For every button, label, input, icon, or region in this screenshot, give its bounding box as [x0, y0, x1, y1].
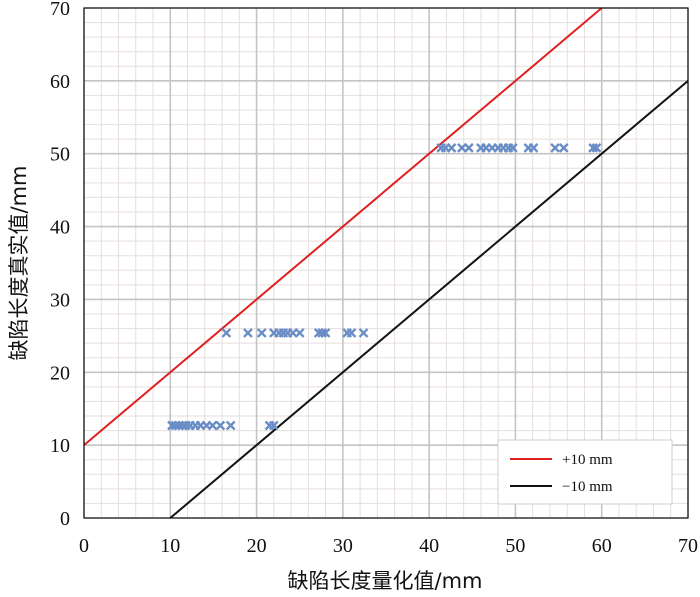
scatter-point [294, 328, 305, 338]
scatter-point [243, 328, 253, 338]
scatter-point [256, 328, 267, 338]
scatter-point [558, 143, 569, 153]
reference-line [83, 7, 603, 446]
scatter-point [320, 328, 331, 338]
scatter-point [225, 420, 236, 431]
x-tick-label: 60 [592, 535, 612, 557]
x-axis-label: 缺陷长度量化值/mm [288, 569, 483, 593]
y-tick-label: 70 [50, 0, 70, 20]
scatter-point [550, 143, 560, 153]
legend-entry: +10 mm [562, 452, 613, 468]
scatter-point [221, 328, 232, 338]
minor-gridlines [84, 8, 688, 518]
scatter-point [588, 143, 598, 153]
scatter-point [591, 143, 602, 153]
scatter-point [268, 420, 279, 431]
x-tick-label: 40 [419, 535, 439, 557]
scatter-point [207, 420, 218, 431]
legend: +10 mm −10 mm [497, 439, 673, 505]
legend-entry: −10 mm [562, 479, 613, 495]
scatter-point [177, 420, 188, 431]
x-tick-labels: 0 10 20 30 40 50 60 70 [79, 535, 698, 557]
x-tick-label: 70 [678, 535, 698, 557]
plot-frame [83, 7, 689, 519]
x-tick-label: 30 [333, 535, 353, 557]
x-tick-label: 10 [160, 535, 180, 557]
y-tick-label: 40 [50, 217, 70, 239]
x-tick-label: 50 [505, 535, 525, 557]
scatter-points [167, 143, 602, 431]
reference-line [169, 80, 689, 519]
scatter-point [317, 328, 327, 338]
y-axis-label: 缺陷长度真实值/mm [7, 166, 31, 361]
x-tick-label: 0 [79, 535, 89, 557]
y-tick-label: 10 [50, 435, 70, 457]
scatter-point [346, 328, 357, 338]
y-tick-labels: 0 10 20 30 40 50 60 70 [50, 0, 70, 530]
scatter-point [507, 143, 518, 153]
scatter-point [215, 420, 226, 431]
scatter-point [446, 143, 457, 153]
scatter-point [528, 143, 539, 153]
y-tick-label: 30 [50, 289, 70, 311]
y-tick-label: 50 [50, 144, 70, 166]
y-tick-label: 60 [50, 71, 70, 93]
scatter-point [358, 328, 369, 338]
reference-lines [83, 7, 689, 519]
legend-box [497, 439, 673, 505]
y-tick-label: 20 [50, 362, 70, 384]
x-tick-label: 20 [247, 535, 267, 557]
scatter-point [463, 143, 474, 153]
y-tick-label: 0 [60, 508, 70, 530]
